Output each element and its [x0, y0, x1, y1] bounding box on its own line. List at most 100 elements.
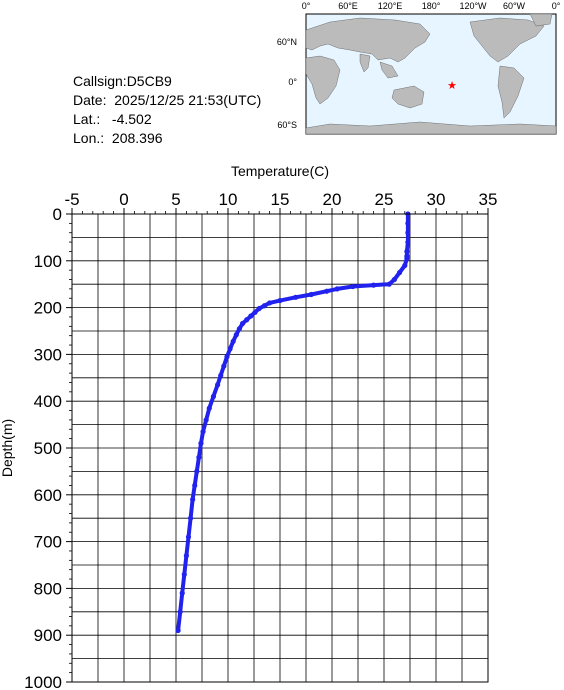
data-point — [405, 220, 411, 226]
data-point — [230, 338, 236, 344]
data-point — [200, 429, 206, 435]
map-land — [305, 13, 557, 135]
data-point — [405, 230, 411, 236]
data-point — [179, 590, 185, 596]
data-point — [334, 286, 340, 292]
land-south-america — [497, 65, 525, 119]
map-lon-label: 180° — [422, 1, 441, 11]
y-tick-label: 500 — [34, 439, 62, 458]
data-point — [239, 320, 246, 327]
callsign-text: Callsign:D5CB9 — [73, 73, 172, 89]
world-map: ★ 0° 60°E 120°E 180° 120°W 60°W 0° 60°N … — [277, 1, 561, 135]
data-point — [324, 288, 330, 294]
temperature-profile-line — [176, 212, 410, 633]
data-point — [224, 354, 230, 360]
station-info: Callsign:D5CB9 Date: 2025/12/25 21:53(UT… — [73, 72, 261, 148]
latitude-text: Lat.: -4.502 — [73, 111, 152, 127]
data-point — [293, 294, 299, 300]
data-point — [185, 534, 192, 540]
land-africa — [305, 55, 341, 105]
longitude-text: Lon.: 208.396 — [73, 130, 163, 146]
x-tick-label: 25 — [375, 190, 394, 209]
data-point — [267, 300, 273, 306]
data-point — [190, 496, 196, 503]
station-marker: ★ — [447, 80, 457, 92]
data-point — [386, 281, 392, 287]
data-point — [177, 609, 183, 615]
data-point — [196, 454, 202, 460]
map-lon-label: 0° — [552, 1, 561, 11]
data-point — [244, 317, 250, 323]
x-axis-title: Temperature(C) — [231, 163, 329, 179]
data-point — [391, 276, 397, 283]
data-point — [203, 417, 209, 423]
data-point — [187, 515, 194, 521]
map-lon-label: 60°E — [338, 1, 358, 11]
date-text: Date: 2025/12/25 21:53(UTC) — [73, 92, 262, 108]
data-point — [206, 405, 212, 411]
data-point — [194, 468, 200, 474]
map-lon-label: 60°W — [503, 1, 526, 11]
land-north-america — [469, 17, 545, 63]
map-lon-label: 0° — [302, 1, 311, 11]
land-australia — [391, 85, 425, 109]
map-lon-label: 120°W — [459, 1, 487, 11]
x-tick-label: 20 — [323, 190, 342, 209]
map-lat-label: 60°S — [277, 120, 297, 130]
data-point — [261, 303, 267, 309]
y-tick-label: 800 — [34, 579, 62, 598]
y-tick-label: 1000 — [24, 673, 62, 690]
data-point — [248, 313, 254, 319]
land-antarctica — [305, 121, 557, 135]
data-point — [350, 283, 356, 290]
land-southeast-asia — [379, 61, 399, 79]
temperature-profile-series — [175, 211, 411, 634]
y-tick-label: 400 — [34, 392, 62, 411]
y-axis-title: Depth(m) — [0, 419, 15, 477]
land-greenland — [529, 13, 553, 27]
data-point — [218, 372, 224, 379]
map-latitude-labels: 60°N 0° 60°S — [277, 37, 298, 130]
y-axis-ticks: 0 100 200 300 400 500 600 700 800 900 1000 — [24, 205, 72, 690]
data-point — [277, 297, 283, 304]
x-tick-label: 15 — [271, 190, 290, 209]
data-point — [402, 262, 408, 269]
data-point — [227, 346, 233, 352]
land-india — [359, 53, 371, 73]
data-point — [236, 326, 243, 332]
data-point — [210, 393, 217, 400]
data-point — [183, 553, 189, 559]
data-point — [404, 255, 410, 262]
data-point — [256, 305, 262, 312]
y-tick-label: 0 — [53, 205, 62, 224]
data-point — [371, 282, 377, 288]
x-tick-label: 5 — [171, 190, 180, 209]
data-point — [405, 239, 411, 245]
data-point — [252, 309, 258, 315]
data-point — [308, 291, 314, 298]
data-point — [397, 269, 403, 276]
x-tick-label: -5 — [64, 190, 79, 209]
data-point — [233, 332, 239, 338]
map-lon-label: 120°E — [378, 1, 403, 11]
y-tick-label: 600 — [34, 486, 62, 505]
data-point — [221, 363, 227, 369]
data-point — [198, 440, 204, 446]
data-point — [404, 248, 410, 255]
y-tick-label: 200 — [34, 299, 62, 318]
x-tick-label: 0 — [119, 190, 128, 209]
y-tick-label: 300 — [34, 345, 62, 364]
x-axis-ticks: -5 0 5 10 15 20 25 30 35 — [64, 190, 497, 214]
data-point — [192, 482, 198, 489]
data-point — [181, 571, 187, 577]
data-point — [215, 382, 221, 388]
grid-lines — [71, 213, 489, 683]
x-tick-label: 35 — [479, 190, 498, 209]
data-point — [175, 627, 181, 634]
map-lat-label: 0° — [288, 77, 297, 87]
y-tick-label: 700 — [34, 533, 62, 552]
x-tick-label: 30 — [427, 190, 446, 209]
y-tick-label: 900 — [34, 626, 62, 645]
land-eurasia — [305, 17, 431, 63]
